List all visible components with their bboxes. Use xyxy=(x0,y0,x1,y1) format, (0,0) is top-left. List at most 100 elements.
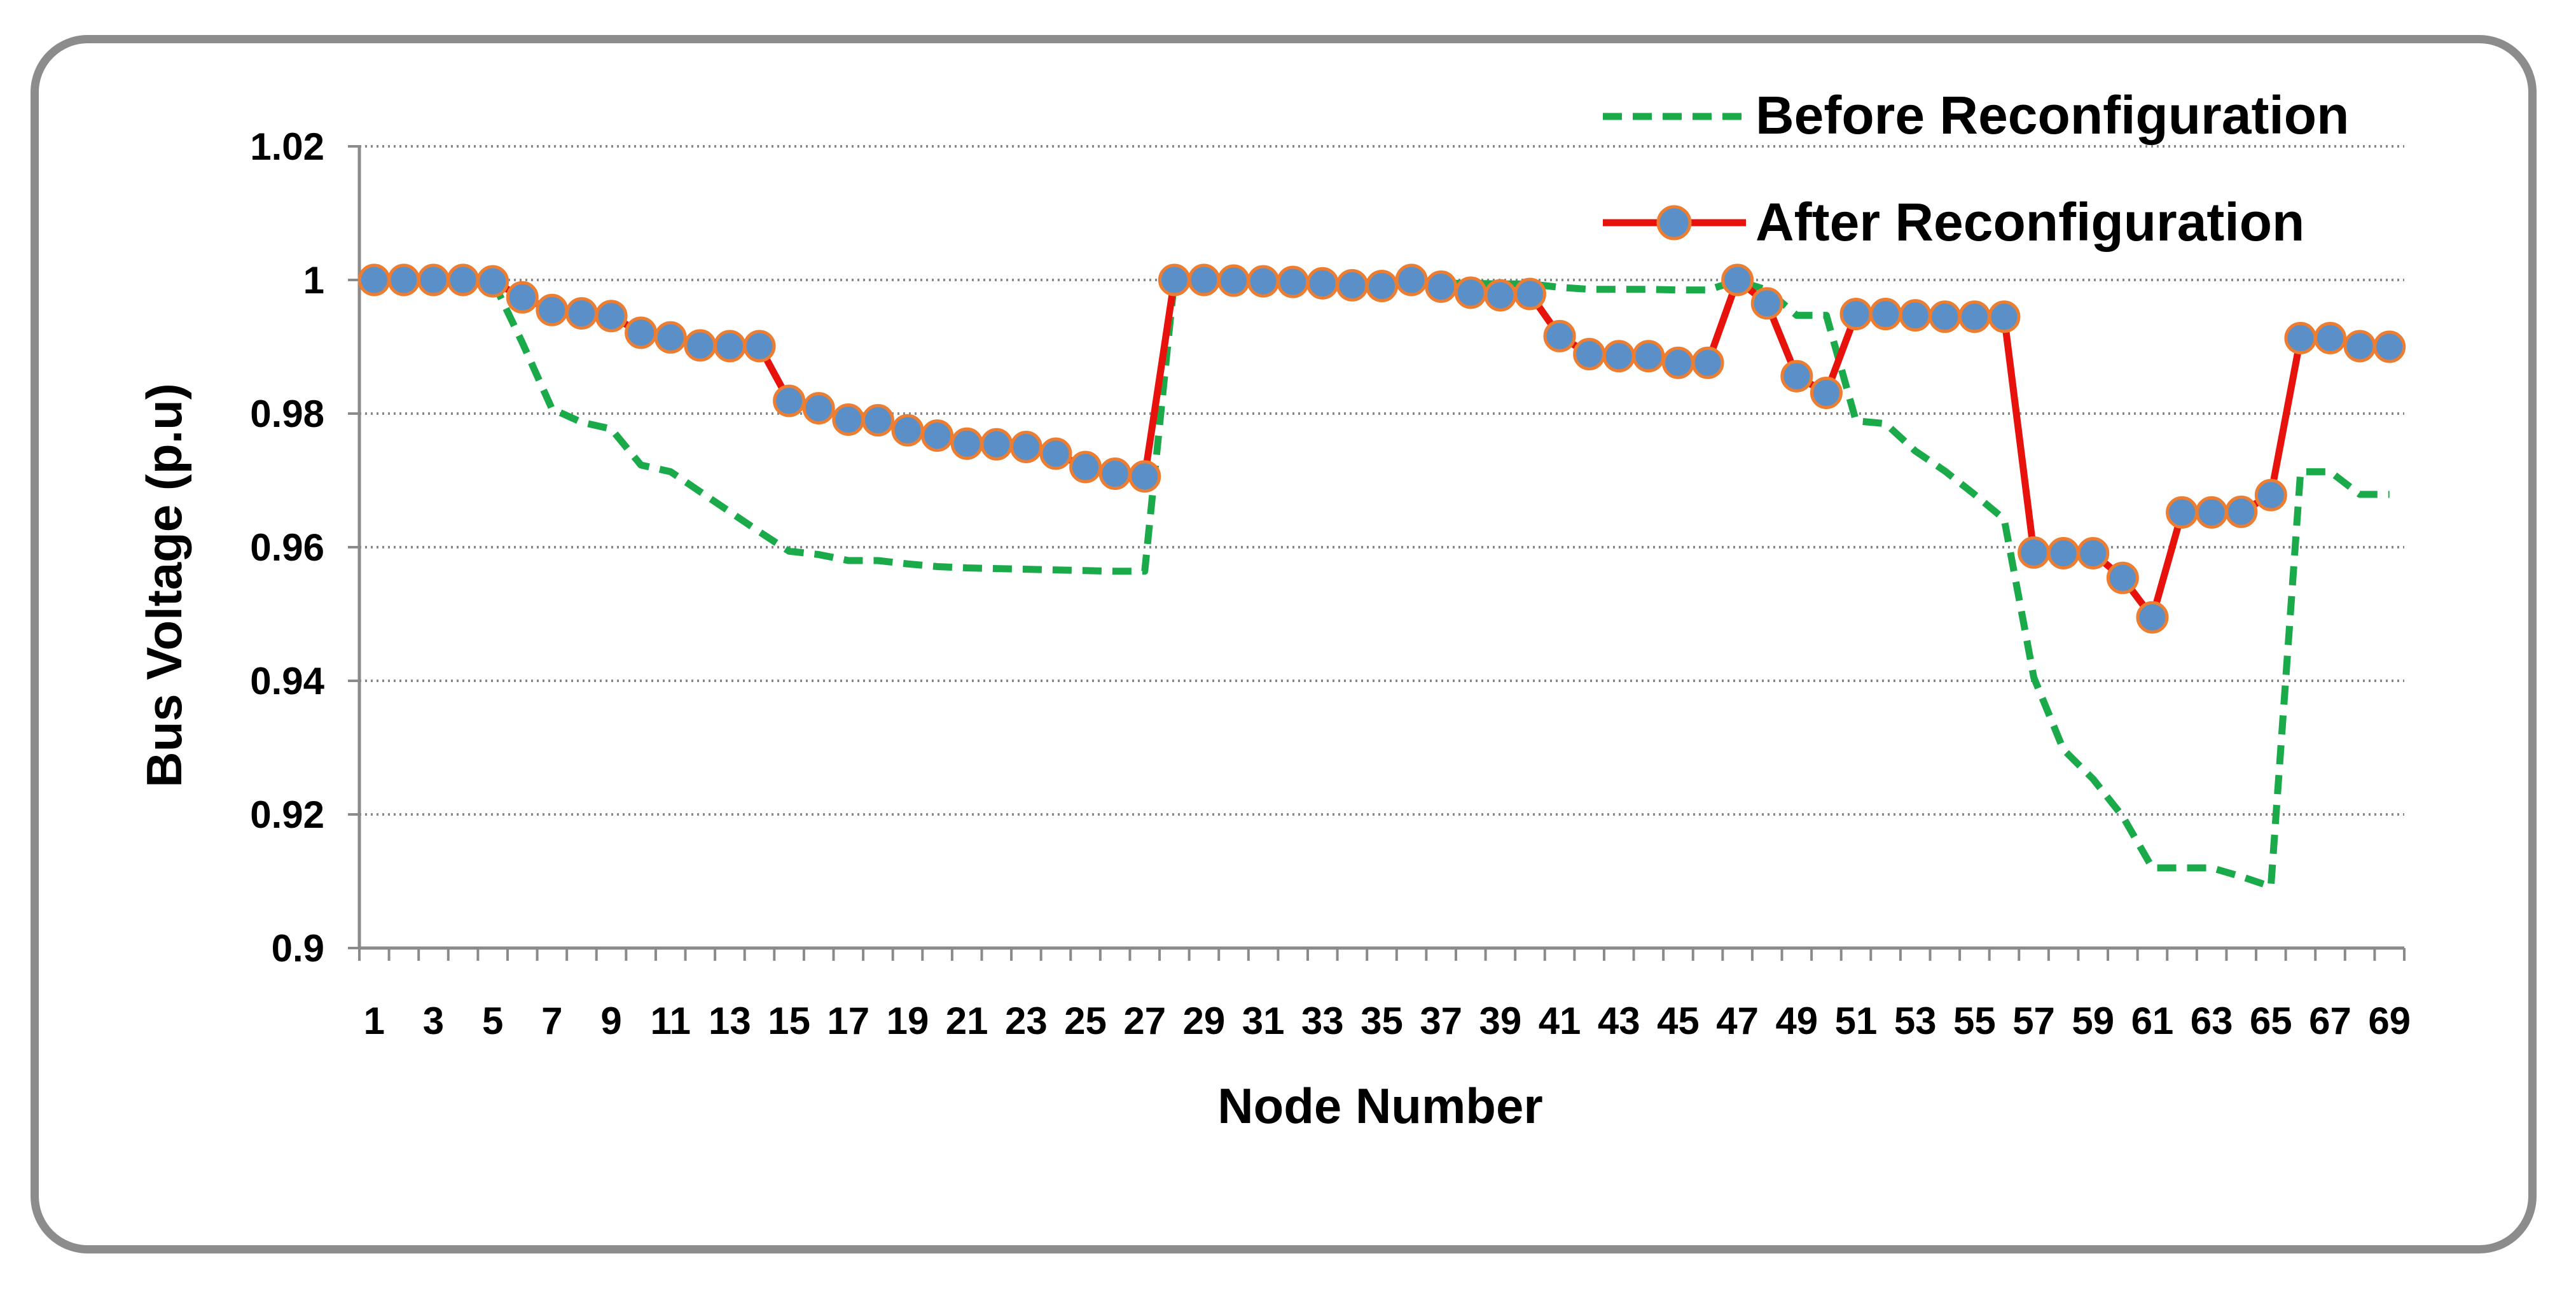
data-point-after xyxy=(1188,263,1221,297)
data-point-after xyxy=(1721,263,1754,297)
x-tick-label: 29 xyxy=(1183,1000,1226,1042)
x-tick-label: 35 xyxy=(1361,1000,1403,1042)
data-point-after xyxy=(1869,298,1902,331)
data-point-after xyxy=(2225,495,2258,528)
series-after-markers xyxy=(357,263,2406,634)
x-tick-label: 1 xyxy=(364,1000,385,1042)
data-point-after xyxy=(2254,478,2287,512)
y-axis-tick-labels: 0.9 0.92 0.94 0.96 0.98 1 1.02 xyxy=(250,125,324,970)
data-point-after xyxy=(2077,536,2110,569)
series-before-reconfiguration xyxy=(374,276,2390,890)
x-tick-label: 19 xyxy=(887,1000,929,1042)
data-point-after xyxy=(1750,287,1783,320)
x-tick-label: 59 xyxy=(2072,1000,2114,1042)
data-point-after xyxy=(1513,277,1546,311)
x-axis-title: Node Number xyxy=(1217,1078,1542,1134)
x-tick-label: 53 xyxy=(1894,1000,1937,1042)
x-tick-label: 27 xyxy=(1123,1000,1166,1042)
data-point-after xyxy=(684,329,717,362)
y-axis-title: Bus Voltage (p.u) xyxy=(136,383,192,788)
data-point-after xyxy=(1366,269,1398,302)
legend: Before Reconfiguration After Reconfigura… xyxy=(1603,85,2349,252)
y-tick-label: 0.98 xyxy=(250,393,324,435)
data-point-after xyxy=(980,428,1013,461)
data-point-after xyxy=(654,321,687,354)
legend-label-before: Before Reconfiguration xyxy=(1755,85,2349,145)
data-point-after xyxy=(1306,267,1339,300)
data-point-after xyxy=(861,404,894,436)
data-point-after xyxy=(1543,319,1576,352)
data-point-after xyxy=(891,414,924,447)
x-tick-label: 21 xyxy=(946,1000,988,1042)
data-point-after xyxy=(1691,346,1724,379)
legend-marker-after xyxy=(1656,205,1692,241)
data-point-after xyxy=(2373,330,2406,363)
data-point-after xyxy=(2195,496,2228,529)
chart-frame xyxy=(31,35,2537,1253)
data-point-after xyxy=(625,316,658,349)
x-tick-label: 41 xyxy=(1539,1000,1581,1042)
x-tick-label: 63 xyxy=(2191,1000,2233,1042)
x-tick-label: 11 xyxy=(651,1000,691,1042)
x-tick-label: 43 xyxy=(1598,1000,1640,1042)
x-tick-label: 5 xyxy=(482,1000,503,1042)
data-point-after xyxy=(1573,338,1606,371)
x-tick-label: 39 xyxy=(1479,1000,1522,1042)
data-point-after xyxy=(1247,265,1280,298)
data-point-after xyxy=(1009,431,1042,463)
data-point-after xyxy=(476,265,509,298)
x-tick-label: 33 xyxy=(1301,1000,1344,1042)
axes xyxy=(348,145,2406,961)
x-tick-label: 45 xyxy=(1657,1000,1700,1042)
data-point-after xyxy=(2106,561,2139,594)
data-point-after xyxy=(1632,340,1665,373)
data-point-after xyxy=(1602,340,1635,373)
data-point-after xyxy=(1336,269,1369,302)
y-tick-label: 1 xyxy=(303,259,324,302)
data-point-after xyxy=(1958,300,1991,333)
x-tick-label: 23 xyxy=(1005,1000,1048,1042)
data-point-after xyxy=(357,263,391,297)
x-tick-label: 57 xyxy=(2012,1000,2055,1042)
series-before-line xyxy=(374,276,2390,890)
x-tick-label: 17 xyxy=(827,1000,869,1042)
x-tick-label: 13 xyxy=(709,1000,751,1042)
y-tick-label: 0.96 xyxy=(250,526,324,569)
data-point-after xyxy=(1128,460,1161,493)
data-point-after xyxy=(1839,298,1873,331)
data-point-after xyxy=(536,293,569,326)
data-point-after xyxy=(1988,300,2021,333)
data-point-after xyxy=(387,263,420,297)
data-point-after xyxy=(1454,276,1487,309)
data-point-after xyxy=(2018,536,2051,569)
data-point-after xyxy=(1217,264,1250,297)
x-tick-label: 47 xyxy=(1716,1000,1759,1042)
x-tick-label: 67 xyxy=(2309,1000,2351,1042)
data-point-after xyxy=(1098,457,1132,490)
x-tick-label: 3 xyxy=(423,1000,444,1042)
data-point-after xyxy=(1780,359,1813,393)
y-tick-label: 1.02 xyxy=(250,125,324,168)
data-point-after xyxy=(565,297,598,330)
data-point-after xyxy=(1810,376,1843,409)
data-point-after xyxy=(2314,321,2347,354)
data-point-after xyxy=(832,403,865,436)
data-point-after xyxy=(1929,300,1962,333)
x-tick-label: 69 xyxy=(2368,1000,2411,1042)
data-point-after xyxy=(773,384,806,417)
data-point-after xyxy=(802,392,835,425)
data-point-after xyxy=(2136,601,2169,634)
data-point-after xyxy=(2284,321,2317,354)
data-point-after xyxy=(1069,450,1102,484)
data-point-after xyxy=(950,427,983,460)
data-point-after xyxy=(506,281,539,314)
x-tick-label: 31 xyxy=(1242,1000,1285,1042)
data-point-after xyxy=(447,263,480,297)
x-tick-label: 7 xyxy=(541,1000,562,1042)
data-point-after xyxy=(1277,265,1310,298)
data-point-after xyxy=(1158,263,1191,297)
data-point-after xyxy=(743,330,776,363)
data-point-after xyxy=(2047,536,2080,569)
legend-label-after: After Reconfiguration xyxy=(1755,192,2304,252)
